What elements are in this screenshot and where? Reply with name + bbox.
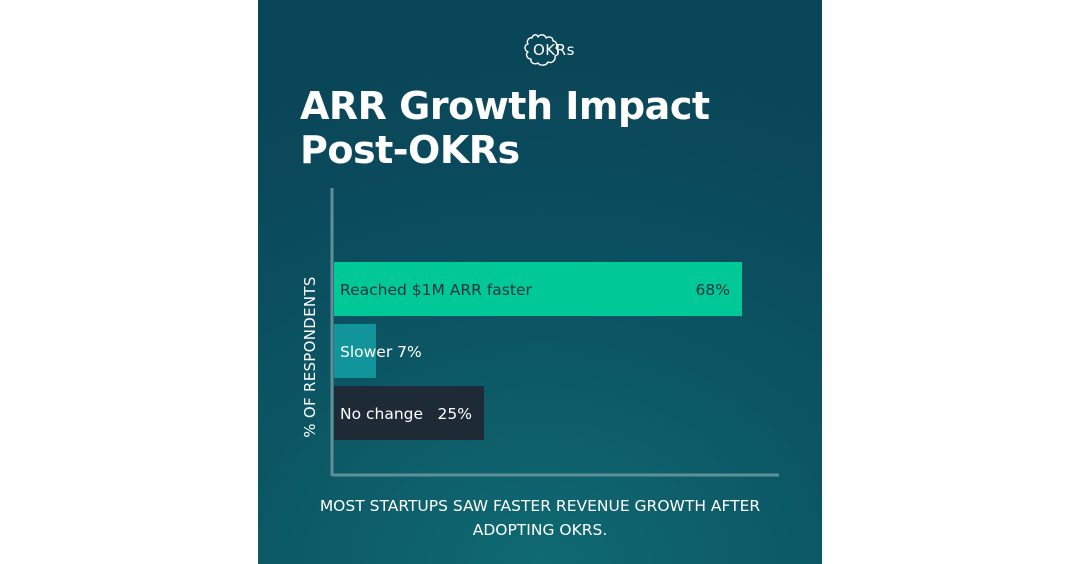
- title-line-1: ARR Growth Impact: [300, 84, 710, 128]
- bar-value-label: 25%: [438, 405, 472, 423]
- bar-category-label: Reached $1M ARR faster: [340, 281, 532, 299]
- logo-text: OKRs: [533, 41, 575, 59]
- chart-title: ARR Growth Impact Post-OKRs: [300, 84, 780, 172]
- bar-category-label: Slower 7%: [340, 343, 422, 361]
- okrs-logo: OKRs: [522, 32, 576, 68]
- caption: MOST STARTUPS SAW FASTER REVENUE GROWTH …: [290, 494, 790, 542]
- bar-category-label: No change: [340, 405, 423, 423]
- gear-outline-icon: [524, 34, 559, 66]
- bar-chart: Reached $1M ARR faster 68% Slower 7% No cha…: [330, 188, 779, 477]
- infographic-card: OKRs ARR Growth Impact Post-OKRs Reached…: [258, 0, 822, 564]
- bar-value-label: 68%: [696, 281, 730, 299]
- bar-2: [334, 324, 376, 378]
- bar-1: [334, 262, 742, 316]
- caption-line-1: MOST STARTUPS SAW FASTER REVENUE GROWTH …: [319, 497, 761, 515]
- y-axis-label: % OF RESPONDENTS: [301, 276, 319, 438]
- bar-3: [334, 386, 484, 440]
- title-line-2: Post-OKRs: [300, 128, 520, 172]
- caption-line-2: ADOPTING OKRS.: [472, 521, 608, 539]
- bars-layer: Reached $1M ARR faster 68% Slower 7% No cha…: [334, 262, 742, 440]
